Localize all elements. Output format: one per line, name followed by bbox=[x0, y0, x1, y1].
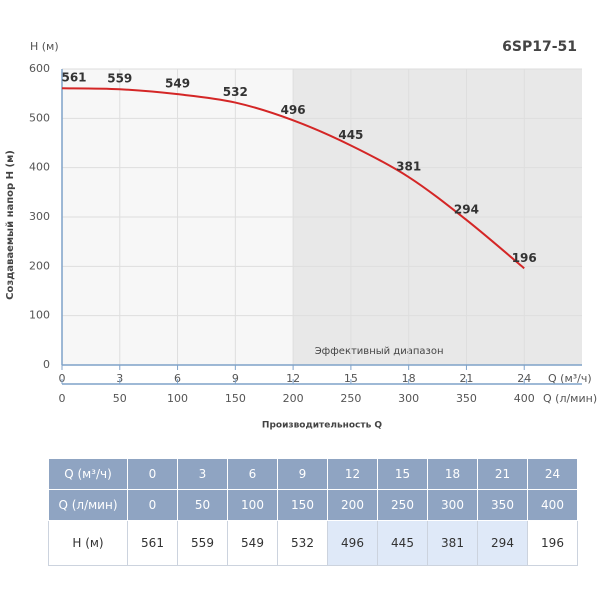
x-tick-label: 3 bbox=[116, 372, 123, 385]
data-table: Q (м³/ч) 0 3 6 9 12 15 18 21 24 Q (л/мин) 0 50 100 150… bbox=[48, 458, 578, 566]
y-axis-label: Создаваемый напор H (м) bbox=[5, 150, 16, 300]
x2-tick-label: 0 bbox=[59, 392, 66, 405]
table-row: Q (л/мин) 0 50 100 150 200 250 300 350 400 bbox=[48, 489, 578, 521]
x-tick-label: 15 bbox=[344, 372, 358, 385]
table-cell: 400 bbox=[527, 489, 578, 521]
x2-tick-label: 50 bbox=[113, 392, 127, 405]
table-cell: 24 bbox=[527, 458, 578, 490]
x2-tick-label: 100 bbox=[167, 392, 188, 405]
table-cell: 250 bbox=[377, 489, 428, 521]
table-cell: 12 bbox=[327, 458, 378, 490]
table-cell: 350 bbox=[477, 489, 528, 521]
table-cell: 200 bbox=[327, 489, 378, 521]
table-row: H (м) 561 559 549 532 496 445 381 294 196 bbox=[48, 520, 578, 566]
table-cell: 150 bbox=[277, 489, 328, 521]
y-tick-label: 600 bbox=[29, 62, 50, 75]
x2-tick-label: 150 bbox=[225, 392, 246, 405]
x2-tick-label: 250 bbox=[340, 392, 361, 405]
data-label: 549 bbox=[165, 77, 190, 91]
x-tick-label: 24 bbox=[517, 372, 531, 385]
table-cell: 381 bbox=[427, 520, 478, 566]
x-tick-label: 6 bbox=[174, 372, 181, 385]
table-cell: 6 bbox=[227, 458, 278, 490]
x-tick-label: 21 bbox=[459, 372, 473, 385]
y-tick-label: 0 bbox=[43, 358, 50, 371]
table-cell: 18 bbox=[427, 458, 478, 490]
x2-tick-label: 350 bbox=[456, 392, 477, 405]
chart-title: 6SP17-51 bbox=[502, 39, 577, 55]
table-row: Q (м³/ч) 0 3 6 9 12 15 18 21 24 bbox=[48, 458, 578, 490]
data-label: 561 bbox=[61, 71, 86, 85]
table-cell: 445 bbox=[377, 520, 428, 566]
data-label: 445 bbox=[338, 128, 363, 142]
x2-tick-label: 400 bbox=[514, 392, 535, 405]
table-cell: Q (м³/ч) bbox=[48, 458, 128, 490]
data-label: 532 bbox=[223, 85, 248, 99]
y-tick-label: 400 bbox=[29, 161, 50, 174]
table-cell: 561 bbox=[127, 520, 178, 566]
curve bbox=[61, 87, 525, 270]
table-cell: 196 bbox=[527, 520, 578, 566]
table-cell: 0 bbox=[127, 458, 178, 490]
x2-tick-label: 200 bbox=[283, 392, 304, 405]
y-tick-label: 200 bbox=[29, 259, 50, 272]
table-cell: 300 bbox=[427, 489, 478, 521]
table-cell: 559 bbox=[177, 520, 228, 566]
x-tick-label: 18 bbox=[402, 372, 416, 385]
x-axis-label: Производительность Q bbox=[262, 421, 383, 431]
table-cell: 50 bbox=[177, 489, 228, 521]
data-label: 196 bbox=[512, 251, 537, 265]
data-label: 496 bbox=[281, 103, 306, 117]
table-cell: 9 bbox=[277, 458, 328, 490]
data-label: 381 bbox=[396, 160, 421, 174]
table-cell: Q (л/мин) bbox=[48, 489, 128, 521]
x-tick-label: 12 bbox=[286, 372, 300, 385]
table-cell: 532 bbox=[277, 520, 328, 566]
y-unit: H (м) bbox=[30, 40, 59, 53]
table-cell: 3 bbox=[177, 458, 228, 490]
x-tick-label: 0 bbox=[59, 372, 66, 385]
table-cell: H (м) bbox=[48, 520, 128, 566]
x-unit: Q (м³/ч) bbox=[548, 372, 592, 385]
annotation: Эффективный диапазон bbox=[315, 346, 444, 357]
y-tick-label: 300 bbox=[29, 210, 50, 223]
table-cell: 0 bbox=[127, 489, 178, 521]
table-cell: 549 bbox=[227, 520, 278, 566]
table-cell: 15 bbox=[377, 458, 428, 490]
table-cell: 100 bbox=[227, 489, 278, 521]
x2-tick-label: 300 bbox=[398, 392, 419, 405]
table-cell: 294 bbox=[477, 520, 528, 566]
y-tick-label: 500 bbox=[29, 111, 50, 124]
y-tick-label: 100 bbox=[29, 309, 50, 322]
x2-unit: Q (л/мин) bbox=[543, 392, 597, 405]
chart: 6SP17-51 H (м) Создаваемый напор H (м) П… bbox=[5, 39, 597, 431]
data-label: 294 bbox=[454, 202, 479, 216]
data-label: 559 bbox=[107, 72, 132, 86]
x-tick-label: 9 bbox=[232, 372, 239, 385]
table-cell: 21 bbox=[477, 458, 528, 490]
table-cell: 496 bbox=[327, 520, 378, 566]
